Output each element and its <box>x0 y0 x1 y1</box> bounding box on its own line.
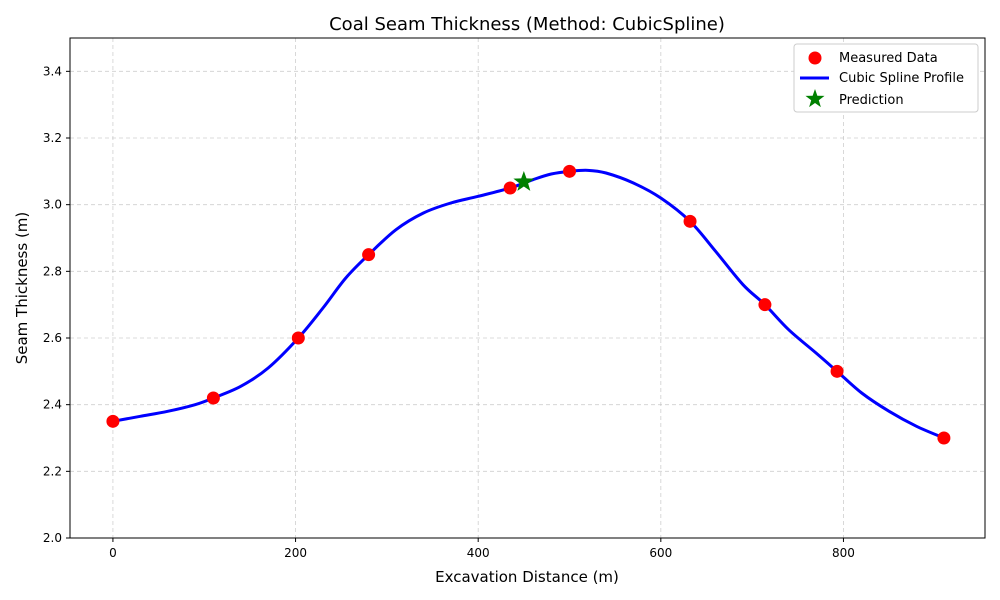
y-axis-label: Seam Thickness (m) <box>13 212 31 365</box>
y-tick-label: 3.4 <box>43 64 62 78</box>
legend-label-prediction: Prediction <box>839 93 904 108</box>
measured-point <box>291 331 305 345</box>
x-tick-label: 0 <box>109 546 117 560</box>
y-tick-label: 2.4 <box>43 398 62 412</box>
measured-point <box>830 364 844 378</box>
measured-point <box>503 181 517 195</box>
measured-point <box>563 164 577 178</box>
legend-marker-measured <box>808 51 822 65</box>
y-tick-label: 3.2 <box>43 131 62 145</box>
legend-box <box>793 43 979 113</box>
y-tick-label: 2.2 <box>43 464 62 478</box>
x-tick-label: 600 <box>649 546 672 560</box>
prediction-marker <box>513 171 535 191</box>
measured-point <box>937 431 951 445</box>
y-tick-label: 2.0 <box>43 531 62 545</box>
y-tick-label: 3.0 <box>43 198 62 212</box>
x-tick-label: 800 <box>832 546 855 560</box>
x-tick-label: 200 <box>284 546 307 560</box>
series-layer <box>106 164 951 445</box>
measured-point <box>758 298 772 312</box>
plot-area <box>70 38 985 538</box>
measured-point <box>106 414 120 428</box>
legend-marker-prediction <box>805 89 825 108</box>
chart-title: Coal Seam Thickness (Method: CubicSpline… <box>329 14 725 35</box>
legend: Measured Data Cubic Spline Profile Predi… <box>793 43 979 113</box>
x-tick-label: 400 <box>467 546 490 560</box>
y-tick-label: 2.6 <box>43 331 62 345</box>
spline-line <box>112 168 945 440</box>
legend-label-spline: Cubic Spline Profile <box>839 71 964 86</box>
x-axis-label: Excavation Distance (m) <box>435 568 619 586</box>
measured-point <box>683 214 697 228</box>
plot-frame <box>69 37 986 539</box>
y-tick-label: 2.8 <box>43 264 62 278</box>
legend-label-measured: Measured Data <box>839 51 938 66</box>
ticks: 0 200 400 600 800 2.0 2.2 2.4 2.6 2.8 3.0 3.2 3.4 <box>43 64 855 560</box>
measured-point <box>206 391 220 405</box>
measured-point <box>362 248 376 262</box>
